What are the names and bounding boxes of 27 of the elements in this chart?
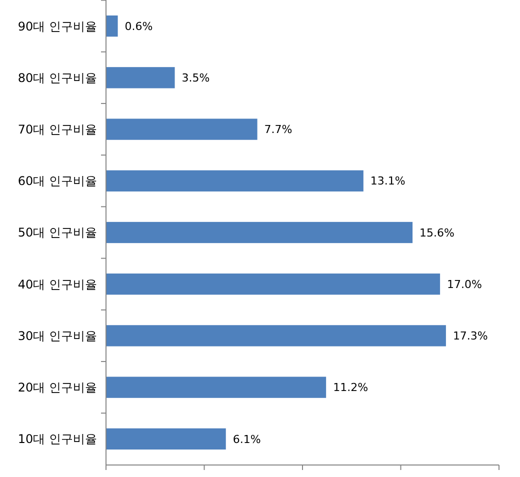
bar	[106, 170, 364, 192]
data-label: 6.1%	[232, 432, 261, 446]
data-label: 3.5%	[182, 72, 210, 85]
bar	[106, 325, 446, 346]
y-tick-label: 20대 인구비율	[18, 380, 97, 395]
bar	[106, 428, 226, 450]
data-label: 15.6%	[420, 226, 454, 240]
data-label: 13.1%	[370, 174, 406, 188]
bar	[106, 67, 175, 88]
bar	[106, 15, 118, 37]
y-tick-label: 30대 인구비율	[18, 328, 97, 343]
bar	[106, 118, 258, 140]
y-tick-label: 70대 인구비율	[18, 122, 97, 136]
data-label: 7.7%	[264, 123, 292, 136]
y-tick-label: 40대 인구비율	[18, 277, 97, 292]
bar	[106, 376, 326, 398]
y-tick-label: 90대 인구비율	[18, 19, 97, 34]
data-label: 0.6%	[124, 20, 153, 33]
data-label: 17.3%	[452, 330, 488, 343]
y-tick-label: 80대 인구비율	[18, 70, 97, 85]
bar	[106, 222, 413, 244]
bar	[106, 274, 440, 295]
data-label: 11.2%	[333, 381, 368, 394]
y-tick-label: 60대 인구비율	[18, 174, 97, 188]
y-tick-label: 10대 인구비율	[18, 432, 97, 446]
data-label: 17.0%	[447, 278, 482, 291]
y-tick-label: 50대 인구비율	[18, 226, 97, 240]
